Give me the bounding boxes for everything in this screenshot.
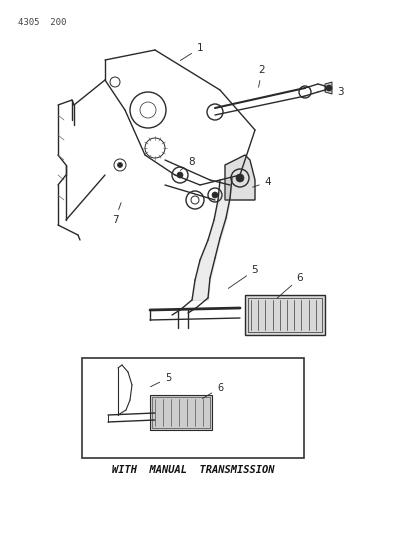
Text: 4305  200: 4305 200	[18, 18, 67, 27]
Text: 6: 6	[277, 273, 303, 298]
Text: WITH  MANUAL  TRANSMISSION: WITH MANUAL TRANSMISSION	[112, 465, 274, 475]
Circle shape	[236, 174, 244, 182]
Circle shape	[140, 102, 156, 118]
Text: 7: 7	[112, 203, 121, 225]
Bar	[150, 395, 212, 430]
Polygon shape	[325, 82, 332, 94]
Text: 6: 6	[202, 383, 223, 399]
Circle shape	[177, 172, 183, 178]
Bar	[248, 298, 322, 332]
Text: 8: 8	[180, 157, 195, 171]
Bar	[152, 397, 210, 428]
Circle shape	[212, 192, 218, 198]
Circle shape	[118, 163, 122, 167]
Polygon shape	[225, 155, 255, 200]
Text: 3: 3	[331, 87, 343, 97]
Text: 5: 5	[151, 373, 171, 387]
Text: 5: 5	[228, 265, 258, 288]
Bar	[245, 295, 325, 335]
Circle shape	[326, 85, 332, 91]
Bar	[82, 358, 304, 458]
Text: 4: 4	[253, 177, 271, 187]
Text: 1: 1	[180, 43, 203, 61]
Text: 2: 2	[259, 65, 265, 87]
